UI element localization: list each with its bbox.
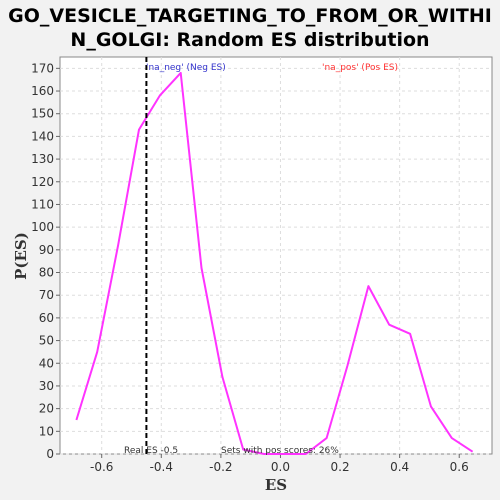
y-tick-label: 20 [39,402,54,416]
y-tick-label: 120 [31,175,54,189]
grid-lines [60,57,492,455]
pos-es-label: 'na_pos' (Pos ES) [322,63,398,73]
y-tick-label: 160 [31,84,54,98]
y-tick-label: 90 [39,243,54,257]
y-tick-label: 130 [31,152,54,166]
y-axis-label: P(ES) [12,232,30,280]
y-tick-label: 170 [31,61,54,75]
plot-area [59,56,493,455]
x-tick-label: -0.6 [90,460,113,474]
y-tick-label: 80 [39,266,54,280]
neg-es-label: 'na_neg' (Neg ES) [146,63,226,73]
y-tick-label: 150 [31,107,54,121]
y-tick-label: 110 [31,197,54,211]
y-tick-label: 70 [39,288,54,302]
x-axis-label: ES [265,476,287,494]
y-tick-label: 10 [39,424,54,438]
x-tick-label: -0.2 [209,460,232,474]
real-es-label: Real ES -0.5 [124,446,178,456]
x-tick-label: 0.6 [450,460,469,474]
y-tick-label: 100 [31,220,54,234]
chart-title-line-2: N_GOLGI: Random ES distribution [70,29,429,51]
chart-title-line-1: GO_VESICLE_TARGETING_TO_FROM_OR_WITHI [8,5,492,27]
x-tick-label: 0.4 [390,460,409,474]
y-tick-label: 50 [39,334,54,348]
y-tick-label: 60 [39,311,54,325]
y-tick-label: 0 [46,447,54,461]
x-tick-label: 0.2 [331,460,350,474]
y-tick-label: 30 [39,379,54,393]
x-tick-label: 0.0 [271,460,290,474]
series-lines [75,71,474,455]
y-tick-label: 40 [39,356,54,370]
x-tick-label: -0.4 [150,460,173,474]
y-axis-ticks: 0 10 20 30 40 50 60 70 80 90 100 110 120 130 140 150 160… [31,61,60,461]
x-axis-ticks: -0.6 -0.4 -0.2 0.0 0.2 0.4 0.6 [90,454,469,474]
pos-scores-label: Sets with pos scores: 26% [221,446,339,456]
y-tick-label: 140 [31,129,54,143]
series-line [75,71,474,455]
